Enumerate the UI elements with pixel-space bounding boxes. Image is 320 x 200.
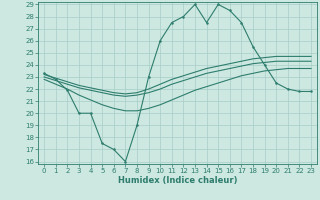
X-axis label: Humidex (Indice chaleur): Humidex (Indice chaleur) [118,176,237,185]
